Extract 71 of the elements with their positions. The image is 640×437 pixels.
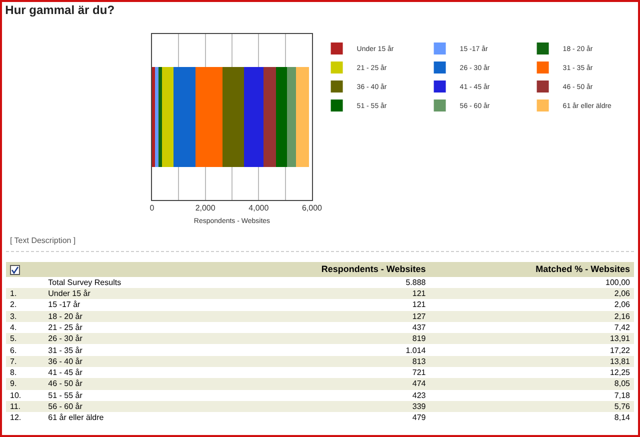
text: 4. <box>9 322 18 334</box>
text: Respondents - Websites <box>321 264 426 274</box>
bar <box>244 67 264 167</box>
bar <box>155 67 158 167</box>
text: 15 -17 år <box>48 300 80 310</box>
text: 9. <box>6 378 44 390</box>
text: 1. <box>6 288 44 300</box>
chart-title: Hur gammal är du? <box>5 2 115 17</box>
text: 21 - 25 år <box>48 322 82 332</box>
bar <box>296 67 310 167</box>
x-tick-label: 4,000 <box>248 204 270 213</box>
text: 5.888 <box>404 276 427 288</box>
text: 10. <box>9 390 22 401</box>
bar <box>287 67 296 167</box>
text: 121 <box>206 288 430 300</box>
text: 2,06 <box>430 288 634 300</box>
text: 6. <box>9 344 18 356</box>
text: 41 - 45 år <box>48 368 82 378</box>
text: 13,91 <box>430 333 634 344</box>
bar <box>195 67 222 167</box>
text: 18 - 20 år <box>48 312 82 321</box>
text: Matched % - Websites <box>430 262 634 277</box>
text: 2. <box>9 299 18 311</box>
text: 8. <box>9 367 18 378</box>
text: 819 <box>206 333 430 344</box>
text: 7. <box>6 356 44 367</box>
text: 7,18 <box>613 390 631 401</box>
text: Under 15 år <box>48 289 90 298</box>
bar <box>162 67 174 167</box>
text: 339 <box>206 400 430 412</box>
text: 46 - 50 år <box>48 379 82 388</box>
text: 474 <box>206 378 430 390</box>
text: 5. <box>6 333 44 344</box>
text: 61 år eller äldre <box>48 413 104 422</box>
text: 51 - 55 år <box>48 390 82 400</box>
text: 437 <box>411 322 427 334</box>
bar <box>222 67 244 167</box>
x-tick-label: 0 <box>150 204 155 213</box>
text: 8,05 <box>430 378 634 390</box>
text: 12,25 <box>608 367 631 378</box>
text: 2,06 <box>613 299 631 311</box>
text: 100,00 <box>604 276 631 288</box>
text: 17,22 <box>608 344 631 356</box>
text: 11. <box>6 400 44 412</box>
text: 721 <box>411 367 427 378</box>
text: Total Survey Results <box>47 276 122 288</box>
bar <box>158 67 162 167</box>
text: 8,14 <box>613 412 631 424</box>
x-tick-label: 6,000 <box>302 204 323 213</box>
x-tick-label: 2,000 <box>195 204 216 213</box>
text: 12. <box>9 412 22 424</box>
bar <box>263 67 276 167</box>
text: 1.014 <box>404 344 427 356</box>
text: 56 - 60 år <box>48 402 82 412</box>
text: 31 - 35 år <box>48 346 82 355</box>
text: 813 <box>206 356 430 367</box>
text: 127 <box>206 310 430 322</box>
bar <box>152 67 156 167</box>
text: 423 <box>411 390 427 401</box>
bar <box>276 67 288 167</box>
bar <box>173 67 196 167</box>
text: 26 - 30 år <box>48 334 82 344</box>
text: 479 <box>411 412 427 424</box>
text: [ Text Description ] <box>6 234 634 252</box>
text: 13,81 <box>430 356 634 367</box>
text: 2,16 <box>430 310 634 322</box>
text: 121 <box>411 299 427 311</box>
text: 3. <box>6 310 44 322</box>
text: 5,76 <box>430 400 634 412</box>
text: 36 - 40 år <box>48 356 82 366</box>
text: 7,42 <box>613 322 631 334</box>
